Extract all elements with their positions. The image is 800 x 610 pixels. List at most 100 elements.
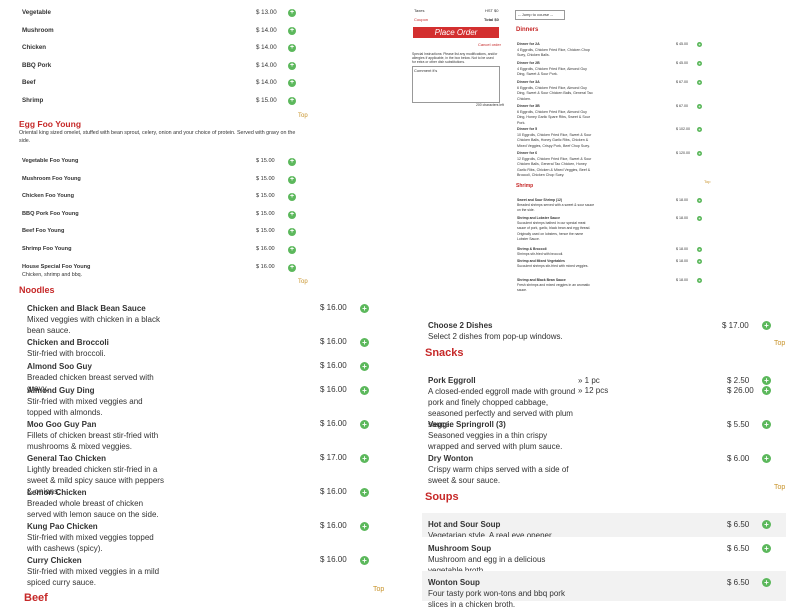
- item-price: $ 14.00: [256, 79, 277, 87]
- menu-item: Moo Goo Guy Pan Fillets of chicken breast…: [27, 419, 169, 452]
- item-name: Chicken Foo Young: [22, 193, 75, 200]
- add-button[interactable]: +: [762, 376, 771, 385]
- add-button[interactable]: +: [762, 420, 771, 429]
- add-button[interactable]: +: [288, 97, 296, 105]
- add-button[interactable]: +: [697, 247, 702, 252]
- section-title: Snacks: [425, 347, 464, 359]
- cancel-link[interactable]: Cancel order: [478, 42, 501, 47]
- item-price: $ 15.00: [256, 175, 275, 182]
- menu-item: Almond Guy Ding Stir-fried with mixed veg…: [27, 385, 169, 418]
- add-button[interactable]: +: [697, 80, 702, 85]
- textarea[interactable]: Comment it's: [412, 66, 500, 103]
- item-description: 4 Eggrolls, Chicken Fried Rice, Chicken …: [517, 47, 590, 58]
- add-button[interactable]: +: [288, 210, 296, 219]
- item-name: Kung Pao Chicken: [27, 522, 98, 531]
- add-button[interactable]: +: [360, 304, 369, 313]
- add-button[interactable]: +: [360, 338, 369, 347]
- add-button[interactable]: +: [288, 246, 296, 254]
- coupon-link[interactable]: Coupon: [414, 17, 429, 22]
- option-size: » 1 pc: [578, 376, 600, 385]
- add-button[interactable]: +: [697, 151, 702, 156]
- add-button[interactable]: +: [697, 42, 702, 47]
- add-button[interactable]: +: [697, 216, 702, 221]
- add-button[interactable]: +: [697, 259, 702, 264]
- menu-item: Veggie Springroll (3) Seasoned veggies in…: [428, 419, 576, 452]
- top-link[interactable]: Top: [704, 179, 711, 184]
- menu-item: Dinner for 6 12 Eggrolls, Chicken Fried R…: [517, 151, 595, 179]
- add-button[interactable]: +: [288, 228, 296, 237]
- add-button[interactable]: +: [360, 556, 369, 565]
- add-button[interactable]: +: [288, 44, 296, 53]
- add-button[interactable]: +: [697, 278, 702, 283]
- add-button[interactable]: +: [288, 263, 296, 272]
- menu-item: Hot and Sour Soup Vegetarian style. A rea…: [428, 519, 573, 541]
- item-description: Succulent shrimps stir-fried with mixed …: [517, 264, 589, 269]
- add-button[interactable]: +: [762, 544, 771, 553]
- item-price: $ 18.00: [676, 216, 688, 220]
- add-button[interactable]: +: [762, 454, 771, 463]
- add-button[interactable]: +: [288, 9, 296, 17]
- item-description: 6 Eggrolls, Chicken Fried Rice, Almond G…: [517, 85, 593, 101]
- section-title: Shrimp: [516, 183, 534, 189]
- add-button[interactable]: +: [360, 386, 369, 395]
- menu-item: Lemon Chicken Breaded whole breast of chi…: [27, 487, 169, 520]
- item-price: $ 6.00: [727, 454, 750, 463]
- item-price: $ 14.00: [256, 26, 277, 34]
- item-description: Four tasty pork won-tons and bbq pork sl…: [428, 589, 565, 609]
- item-name: Shrimp: [22, 97, 44, 104]
- item-name: BBQ Pork Foo Young: [22, 210, 79, 217]
- item-name: House Special Foo Young: [22, 263, 91, 270]
- item-price: $ 5.50: [727, 420, 750, 429]
- item-description: Mushroom and egg in a delicious vegetabl…: [428, 555, 546, 575]
- top-link[interactable]: Top: [774, 340, 786, 347]
- item-name: Dry Wonton: [428, 454, 474, 463]
- add-button[interactable]: +: [762, 520, 771, 529]
- add-button[interactable]: +: [288, 26, 296, 35]
- item-price: $ 17.00: [320, 453, 347, 462]
- section-description: Oriental king sized omelet, stuffed with…: [19, 130, 296, 144]
- top-link[interactable]: Top: [774, 484, 786, 491]
- item-name: Lemon Chicken: [27, 488, 87, 497]
- item-price: $ 16.00: [320, 361, 347, 370]
- item-description: 6 Eggrolls, Chicken Fried Rice, Almond G…: [517, 109, 590, 125]
- add-button[interactable]: +: [288, 193, 296, 202]
- item-description: Stir-fried with broccoli.: [27, 349, 106, 358]
- add-button[interactable]: +: [360, 362, 369, 371]
- add-button[interactable]: +: [288, 158, 296, 166]
- add-button[interactable]: +: [360, 420, 369, 429]
- add-button[interactable]: +: [697, 198, 702, 203]
- item-price: $ 16.00: [256, 246, 275, 252]
- top-link[interactable]: Top: [298, 113, 308, 119]
- add-button[interactable]: +: [762, 578, 771, 587]
- add-button[interactable]: +: [360, 522, 369, 531]
- add-button[interactable]: +: [360, 454, 369, 463]
- add-button[interactable]: +: [288, 175, 296, 184]
- add-button[interactable]: +: [697, 104, 702, 109]
- item-description: Fresh shrimps and mixed veggies in an ar…: [517, 283, 590, 293]
- add-button[interactable]: +: [762, 386, 771, 395]
- menu-item: Dinner for 3A 6 Eggrolls, Chicken Fried R…: [517, 80, 595, 102]
- place-order-button[interactable]: Place Order: [413, 27, 499, 38]
- item-price: $ 16.00: [256, 263, 275, 270]
- menu-item: Shrimp and Mixed Vegetables Succulent shr…: [517, 259, 595, 269]
- item-name: Vegetable: [22, 9, 51, 16]
- add-button[interactable]: +: [360, 488, 369, 497]
- item-name: Veggie Springroll (3): [428, 420, 506, 429]
- item-name: Shrimp Foo Young: [22, 246, 72, 252]
- menu-item: Curry Chicken Stir-fried with mixed veggi…: [27, 555, 169, 588]
- add-button[interactable]: +: [288, 61, 296, 70]
- add-button[interactable]: +: [697, 127, 702, 132]
- top-link[interactable]: Top: [373, 586, 385, 593]
- menu-item: Kung Pao Chicken Stir-fried with mixed ve…: [27, 521, 169, 554]
- add-button[interactable]: +: [288, 79, 296, 88]
- item-name: Dinner for 6: [517, 151, 538, 155]
- add-button[interactable]: +: [697, 61, 702, 66]
- top-link[interactable]: Top: [298, 279, 308, 285]
- jump-select[interactable]: -- Jump to course --: [515, 10, 565, 20]
- menu-item: Dinner for 5 10 Eggrolls, Chicken Fried R…: [517, 127, 595, 149]
- section-title: Beef: [24, 592, 48, 604]
- item-band: [422, 571, 786, 601]
- item-price: $ 18.00: [676, 247, 688, 251]
- item-price: $ 45.00: [676, 42, 688, 46]
- add-button[interactable]: +: [762, 321, 771, 330]
